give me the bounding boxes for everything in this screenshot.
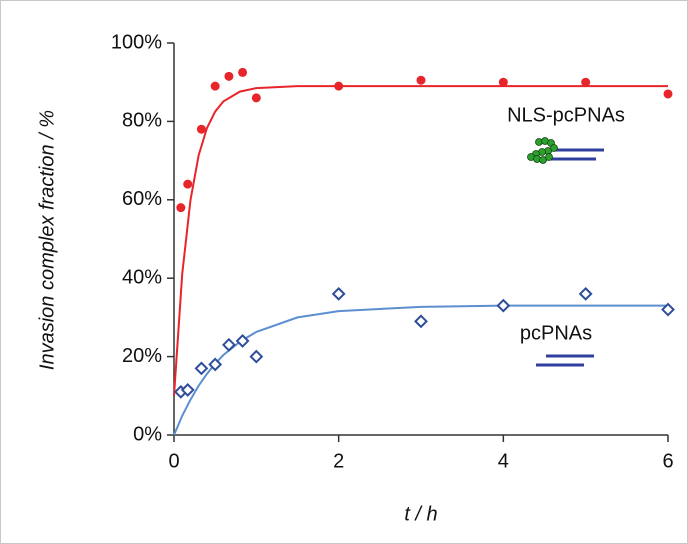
data-point [578, 286, 593, 301]
data-point [663, 89, 673, 99]
data-point [498, 77, 508, 87]
data-point [222, 337, 236, 352]
series-label: NLS-pcPNAs [507, 104, 625, 126]
x-tick-label: 2 [333, 450, 344, 472]
nls-icon [527, 137, 604, 164]
data-point [251, 93, 261, 103]
y-tick-label: 60% [122, 188, 162, 210]
y-axis-label: Invasion complex fraction / % [36, 110, 58, 370]
y-tick-label: 40% [122, 266, 162, 288]
data-point [416, 75, 426, 85]
y-tick-label: 20% [122, 345, 162, 367]
data-point [661, 302, 675, 317]
pcpna-icon [536, 354, 594, 367]
data-point [208, 357, 223, 372]
data-point [180, 383, 195, 397]
x-tick-label: 4 [498, 450, 509, 472]
data-point [235, 334, 250, 348]
data-point [496, 298, 511, 313]
data-point [224, 71, 234, 81]
data-point [194, 361, 209, 376]
data-point [183, 179, 193, 189]
data-point [414, 314, 428, 329]
data-point [210, 81, 220, 91]
data-point [196, 124, 206, 134]
data-point [249, 349, 264, 364]
x-tick-label: 0 [168, 450, 179, 472]
data-point [331, 286, 346, 301]
y-tick-label: 80% [122, 110, 162, 132]
y-tick-label: 0% [133, 423, 162, 445]
data-point [176, 203, 186, 213]
y-tick-label: 100% [111, 31, 162, 53]
data-point [334, 81, 344, 91]
data-point [581, 77, 591, 87]
series-label: pcPNAs [520, 322, 592, 344]
x-axis-label: t / h [404, 503, 437, 525]
fit-curve [173, 85, 668, 396]
x-tick-label: 6 [662, 450, 673, 472]
data-point [238, 67, 248, 77]
